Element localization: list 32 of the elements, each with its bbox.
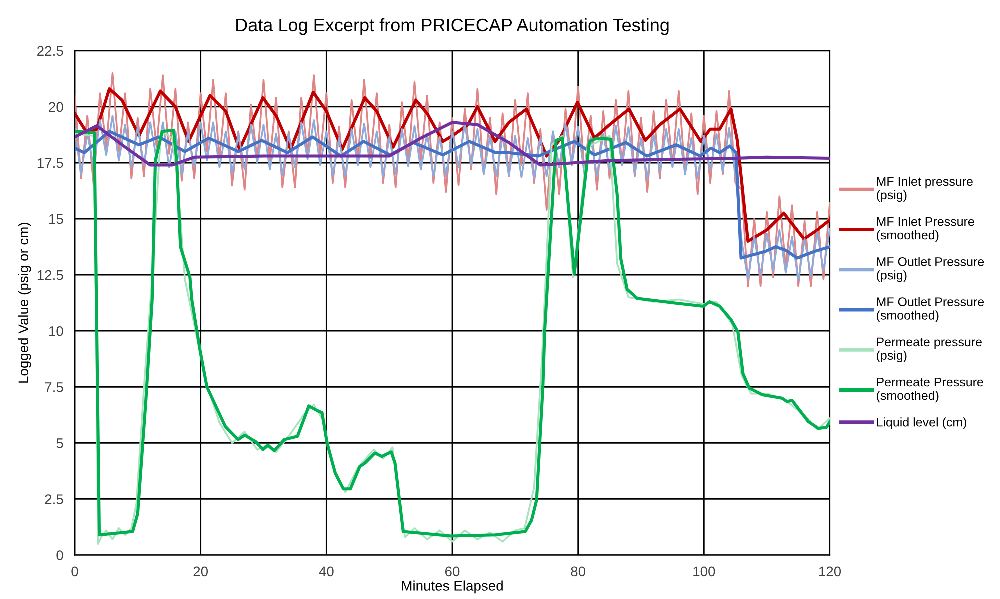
x-tick-label: 100 <box>694 566 716 577</box>
x-tick-label: 80 <box>571 566 586 577</box>
line-series <box>75 87 830 243</box>
y-tick-label: 0 <box>56 550 64 560</box>
chart-title: Data Log Excerpt from PRICECAP Automation Testing <box>236 18 669 36</box>
y-tick-label: 15 <box>50 214 64 224</box>
x-tick-label: 40 <box>319 566 334 577</box>
y-tick-label: 20 <box>49 102 64 112</box>
y-tick-label: 12.5 <box>38 270 64 280</box>
y-tick-label: 10 <box>50 326 64 336</box>
legend-label: MF Inlet pressure (psig) <box>877 176 973 202</box>
y-tick-label: 5 <box>56 438 64 448</box>
y-tick-label: 17.5 <box>38 158 64 168</box>
y-axis-title: Logged Value (psig or cm) <box>18 223 32 383</box>
legend-label: MF Inlet Pressure (smoothed) <box>877 217 974 242</box>
line-series <box>75 115 830 282</box>
x-tick-label: 60 <box>445 566 460 577</box>
legend-label: Liquid level (cm) <box>877 418 966 430</box>
line-series <box>75 130 830 260</box>
x-tick-label: 0 <box>72 566 78 577</box>
y-tick-label: 7.5 <box>45 382 64 392</box>
line-series <box>75 72 830 288</box>
x-tick-label: 20 <box>194 566 208 577</box>
line-series <box>75 121 830 167</box>
x-axis-title: Minutes Elapsed <box>402 580 503 594</box>
legend-label: Permeate pressure (psig) <box>877 338 982 362</box>
y-tick-label: 2.5 <box>45 494 64 504</box>
legend-label: MF Outlet Pressure (smoothed) <box>877 297 984 322</box>
legend-label: MF Outlet Pressure (psig) <box>877 257 984 282</box>
legend-label: Permeate Pressure (smoothed) <box>877 378 984 403</box>
y-tick-label: 22.5 <box>38 46 64 56</box>
x-tick-label: 120 <box>819 566 842 577</box>
